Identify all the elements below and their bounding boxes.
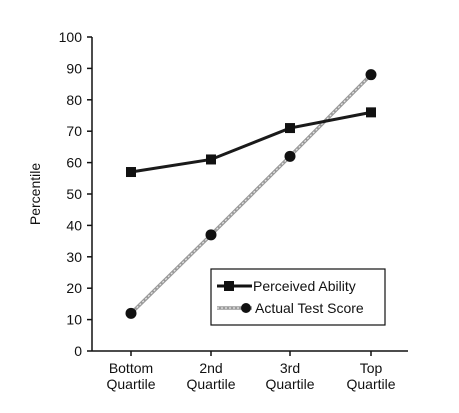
y-tick-label: 30 bbox=[66, 249, 82, 265]
legend-marker-perceived-ability bbox=[224, 281, 234, 291]
legend-label-perceived-ability: Perceived Ability bbox=[253, 278, 356, 294]
x-tick-label: 3rd bbox=[280, 360, 300, 376]
marker-actual-test-score bbox=[205, 229, 217, 241]
y-tick-label: 60 bbox=[66, 155, 82, 171]
x-tick-label: Quartile bbox=[265, 376, 314, 392]
x-tick-label: Bottom bbox=[109, 360, 153, 376]
series-line-actual-test-score-pattern bbox=[130, 74, 372, 314]
y-tick-label: 10 bbox=[66, 312, 82, 328]
y-axis-title: Percentile bbox=[27, 163, 43, 225]
series-line-perceived-ability bbox=[130, 110, 372, 174]
x-tick-label: Quartile bbox=[106, 376, 155, 392]
y-tick-label: 80 bbox=[66, 92, 82, 108]
y-tick-label: 90 bbox=[66, 60, 82, 76]
marker-actual-test-score bbox=[365, 69, 377, 81]
y-tick-label: 0 bbox=[74, 343, 82, 359]
series-layer bbox=[125, 69, 377, 319]
y-tick-label: 100 bbox=[59, 29, 83, 45]
legend-label-actual-test-score: Actual Test Score bbox=[255, 300, 364, 316]
x-tick-label: Quartile bbox=[186, 376, 235, 392]
y-tick-label: 50 bbox=[66, 186, 82, 202]
x-tick-label: Quartile bbox=[346, 376, 395, 392]
marker-perceived-ability bbox=[366, 107, 376, 118]
axes: 0102030405060708090100BottomQuartile2ndQ… bbox=[27, 29, 408, 392]
marker-perceived-ability bbox=[126, 167, 136, 178]
x-tick-label: 2nd bbox=[199, 360, 222, 376]
marker-actual-test-score bbox=[125, 307, 137, 319]
legend-box bbox=[210, 268, 386, 326]
legend-marker-actual-test-score bbox=[241, 303, 251, 313]
y-tick-label: 20 bbox=[66, 280, 82, 296]
y-tick-label: 40 bbox=[66, 217, 82, 233]
marker-perceived-ability bbox=[206, 154, 216, 165]
marker-actual-test-score bbox=[284, 150, 296, 162]
legend: Perceived Ability Actual Test Score bbox=[210, 268, 386, 326]
marker-perceived-ability bbox=[285, 123, 295, 134]
y-tick-label: 70 bbox=[66, 123, 82, 139]
x-tick-label: Top bbox=[360, 360, 383, 376]
